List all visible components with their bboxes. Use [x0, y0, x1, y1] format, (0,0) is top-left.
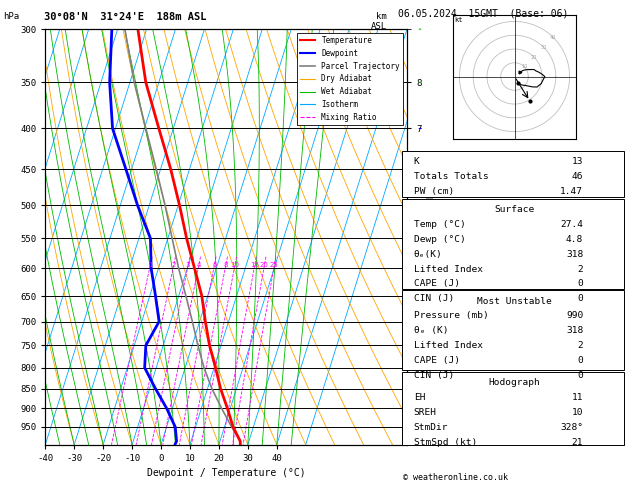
Text: 06.05.2024  15GMT  (Base: 06): 06.05.2024 15GMT (Base: 06)	[398, 9, 569, 19]
Text: K: K	[414, 157, 420, 166]
Text: 328°: 328°	[560, 423, 583, 432]
Text: 21: 21	[572, 438, 583, 447]
Text: Surface: Surface	[494, 205, 535, 214]
Legend: Temperature, Dewpoint, Parcel Trajectory, Dry Adiabat, Wet Adiabat, Isotherm, Mi: Temperature, Dewpoint, Parcel Trajectory…	[297, 33, 403, 125]
Text: 3: 3	[186, 262, 191, 268]
Bar	[403, 151, 625, 197]
Bar	[403, 198, 625, 289]
Text: Temp (°C): Temp (°C)	[414, 220, 465, 228]
Text: 8: 8	[223, 262, 228, 268]
Text: 0: 0	[577, 279, 583, 289]
Text: 30: 30	[540, 45, 547, 50]
Text: 10: 10	[572, 408, 583, 417]
Text: 4.8: 4.8	[566, 235, 583, 243]
Text: 25: 25	[270, 262, 279, 268]
X-axis label: Dewpoint / Temperature (°C): Dewpoint / Temperature (°C)	[147, 469, 306, 478]
Text: 1.47: 1.47	[560, 187, 583, 196]
Text: θₑ(K): θₑ(K)	[414, 250, 443, 259]
Text: StmSpd (kt): StmSpd (kt)	[414, 438, 477, 447]
Text: 318: 318	[566, 250, 583, 259]
Y-axis label: Mixing Ratio (g/kg): Mixing Ratio (g/kg)	[423, 193, 433, 281]
Text: Lifted Index: Lifted Index	[414, 341, 483, 350]
Text: 27.4: 27.4	[560, 220, 583, 228]
Text: km: km	[376, 12, 387, 21]
Text: 20: 20	[531, 55, 537, 60]
Text: 40: 40	[550, 35, 556, 40]
Text: 10: 10	[521, 65, 527, 69]
Text: 13: 13	[572, 157, 583, 166]
Text: 2: 2	[577, 341, 583, 350]
Text: 4: 4	[196, 262, 201, 268]
Text: ASL: ASL	[370, 22, 387, 31]
Text: 990: 990	[566, 312, 583, 320]
Text: 30°08'N  31°24'E  188m ASL: 30°08'N 31°24'E 188m ASL	[44, 12, 206, 22]
Text: 0: 0	[577, 295, 583, 303]
Text: CIN (J): CIN (J)	[414, 371, 454, 381]
Text: SREH: SREH	[414, 408, 437, 417]
Text: StmDir: StmDir	[414, 423, 448, 432]
Text: 2: 2	[577, 264, 583, 274]
Text: hPa: hPa	[3, 12, 19, 21]
Text: kt: kt	[454, 17, 462, 23]
Text: 46: 46	[572, 172, 583, 181]
Text: 11: 11	[572, 393, 583, 402]
Text: 318: 318	[566, 327, 583, 335]
Text: Dewp (°C): Dewp (°C)	[414, 235, 465, 243]
Text: 20: 20	[260, 262, 269, 268]
Text: 6: 6	[212, 262, 216, 268]
Bar	[403, 372, 625, 445]
Text: CIN (J): CIN (J)	[414, 295, 454, 303]
Text: 1: 1	[148, 262, 152, 268]
Text: 16: 16	[250, 262, 259, 268]
Text: Pressure (mb): Pressure (mb)	[414, 312, 489, 320]
Text: CAPE (J): CAPE (J)	[414, 356, 460, 365]
Text: 0: 0	[577, 371, 583, 381]
Text: EH: EH	[414, 393, 425, 402]
Text: © weatheronline.co.uk: © weatheronline.co.uk	[403, 473, 508, 482]
Text: Hodograph: Hodograph	[489, 378, 540, 387]
Text: Totals Totals: Totals Totals	[414, 172, 489, 181]
Text: Lifted Index: Lifted Index	[414, 264, 483, 274]
Text: θₑ (K): θₑ (K)	[414, 327, 448, 335]
Text: PW (cm): PW (cm)	[414, 187, 454, 196]
Text: CAPE (J): CAPE (J)	[414, 279, 460, 289]
Text: 10: 10	[230, 262, 239, 268]
Text: 0: 0	[577, 356, 583, 365]
Text: Most Unstable: Most Unstable	[477, 296, 552, 306]
Bar	[403, 291, 625, 370]
Text: 2: 2	[172, 262, 175, 268]
